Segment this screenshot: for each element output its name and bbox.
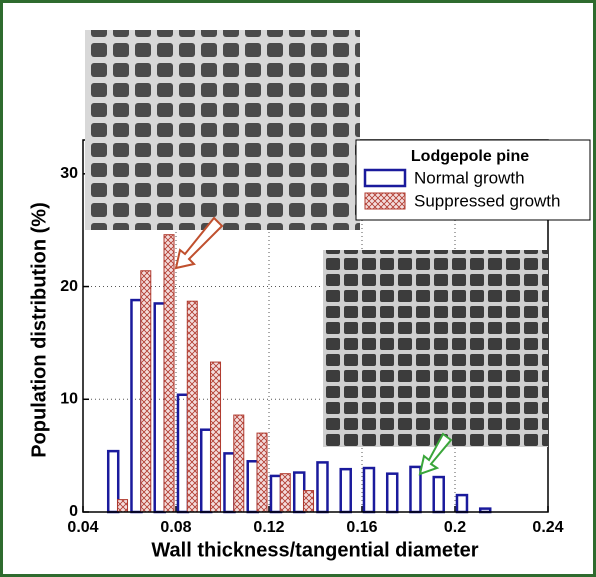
x-tick-label: 0.04 [67,519,98,536]
legend: Lodgepole pine Normal growth Suppressed g… [355,139,591,221]
bar [140,270,152,513]
y-tick-label: 10 [60,390,78,407]
legend-label: Normal growth [414,168,525,187]
legend-title: Lodgepole pine [411,148,529,165]
x-tick-label: 0.08 [160,519,191,536]
bar [279,473,291,513]
y-tick-label: 0 [69,503,78,520]
legend-swatch [364,192,406,210]
bar [163,234,175,513]
micrograph [85,30,360,230]
arrow [174,216,224,270]
y-tick-label: 20 [60,278,78,295]
y-tick-label: 30 [60,165,78,182]
bar [256,432,268,513]
y-axis-label: Population distribution (%) [28,202,50,458]
x-tick-label: 0.24 [532,519,563,536]
bar [186,300,198,513]
bar [233,414,245,513]
legend-label: Suppressed growth [414,191,560,210]
arrow [418,432,453,476]
x-axis-label: Wall thickness/tangential diameter [151,539,478,561]
bar [210,361,222,513]
x-tick-label: 0.2 [444,519,466,536]
x-tick-label: 0.12 [253,519,284,536]
micrograph [323,250,548,447]
bar [303,490,315,513]
bar [117,499,129,513]
x-tick-label: 0.16 [346,519,377,536]
legend-swatch [363,168,407,188]
plot-area: 0 10 20 30 0.04 0.08 0.12 0.16 0.2 0.24 [60,139,564,536]
